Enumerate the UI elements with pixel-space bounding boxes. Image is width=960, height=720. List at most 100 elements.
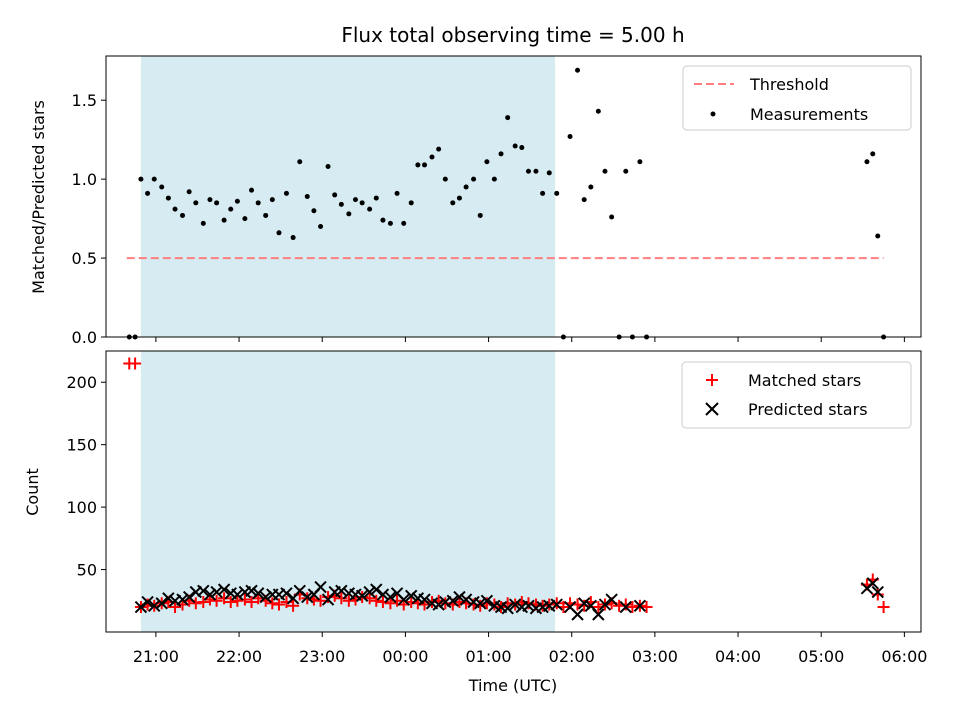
- matched-star-point: [169, 601, 182, 614]
- measurement-point: [408, 200, 414, 206]
- x-tick-label: 02:00: [549, 647, 595, 666]
- measurement-point: [242, 216, 248, 222]
- measurement-point: [456, 195, 462, 201]
- measurement-point: [367, 206, 373, 212]
- measurement-point: [491, 176, 497, 182]
- measurement-point: [415, 162, 421, 168]
- measurement-point: [172, 206, 178, 212]
- top-legend: Threshold Measurements: [682, 65, 912, 131]
- measurement-point: [283, 190, 289, 196]
- bottom-panel: 50 100 150 200 21:00 22:00 23:00 00:00 01:00 02:…: [23, 350, 927, 695]
- measurement-point: [623, 168, 629, 174]
- measurement-point: [864, 159, 870, 165]
- matched-star-point: [322, 591, 335, 604]
- predicted-star-point: [501, 602, 514, 615]
- measurement-point: [207, 197, 213, 203]
- measurement-point: [263, 212, 269, 218]
- measurement-point: [214, 200, 220, 206]
- predicted-star-point: [176, 593, 189, 606]
- measurement-point: [269, 197, 275, 203]
- matched-star-point: [129, 357, 142, 370]
- predicted-star-point: [370, 583, 383, 596]
- matched-star-point: [197, 596, 210, 609]
- top-y-tick-label: 0.0: [72, 328, 97, 347]
- predicted-star-point: [480, 594, 494, 607]
- matched-star-point: [626, 601, 639, 614]
- measurement-point: [442, 176, 448, 182]
- top-y-tick-label: 1.5: [72, 91, 97, 110]
- measurement-point: [463, 184, 469, 190]
- matched-star-point: [871, 588, 884, 601]
- predicted-star-point: [203, 588, 217, 601]
- bottom-y-tick-label: 200: [66, 373, 97, 392]
- measurement-point: [297, 159, 303, 165]
- measurement-point: [159, 184, 165, 190]
- bottom-x-axis-ticks: 21:00 22:00 23:00 00:00 01:00 02:00 03:00 04:00…: [133, 632, 927, 666]
- measurement-point: [505, 115, 511, 121]
- measurement-point: [338, 201, 344, 207]
- measurement-point: [450, 200, 456, 206]
- matched-star-point: [266, 597, 279, 610]
- legend-measurement-swatch: [710, 111, 716, 117]
- predicted-star-point: [432, 598, 445, 611]
- predicted-star-point: [376, 588, 390, 601]
- matched-star-point: [245, 596, 258, 609]
- predicted-star-point: [605, 593, 618, 606]
- predicted-star-point: [134, 600, 148, 614]
- top-panel: 0.0 0.5 1.0 1.5 Matched/Predicted stars Thr…: [29, 55, 922, 347]
- predicted-star-point: [384, 590, 397, 604]
- measurement-point: [870, 151, 876, 157]
- matched-star-point: [189, 597, 202, 610]
- measurement-point: [525, 168, 531, 174]
- predicted-star-point: [598, 598, 612, 611]
- predicted-star-point: [459, 593, 473, 606]
- top-y-tick-label: 1.0: [72, 170, 97, 189]
- measurement-point: [394, 190, 400, 196]
- matched-star-point: [619, 598, 632, 611]
- measurement-point: [588, 184, 594, 190]
- predicted-stars-points: [134, 577, 884, 621]
- chart-title: Flux total observing time = 5.00 h: [341, 23, 684, 47]
- measurement-point: [875, 233, 881, 239]
- predicted-star-point: [197, 584, 210, 597]
- matched-star-point: [342, 594, 355, 607]
- predicted-star-point: [141, 595, 154, 609]
- measurement-point: [436, 146, 442, 152]
- measurement-point: [234, 198, 240, 204]
- measurement-point: [637, 159, 643, 165]
- predicted-star-point: [453, 590, 466, 604]
- measurement-point: [145, 190, 151, 196]
- predicted-star-point: [217, 583, 231, 596]
- measurement-point: [609, 214, 615, 220]
- predicted-star-point: [148, 599, 161, 612]
- top-x-axis-ticks: [155, 337, 905, 342]
- predicted-star-point: [571, 608, 584, 621]
- measurement-point: [359, 200, 365, 206]
- predicted-star-point: [335, 584, 348, 597]
- predicted-star-point: [522, 599, 535, 612]
- measurement-point: [151, 176, 157, 182]
- measurement-point: [352, 197, 358, 203]
- measurement-point: [380, 217, 386, 223]
- measurement-point: [193, 200, 199, 206]
- x-tick-label: 00:00: [382, 647, 428, 666]
- matched-star-point: [272, 598, 285, 611]
- x-tick-label: 06:00: [881, 647, 927, 666]
- matched-star-point: [376, 596, 389, 609]
- legend-matched-swatch: [706, 374, 718, 386]
- x-tick-label: 01:00: [465, 647, 511, 666]
- x-tick-label: 03:00: [632, 647, 678, 666]
- measurement-point: [429, 154, 435, 160]
- measurement-point: [602, 168, 608, 174]
- measurement-point: [304, 194, 310, 199]
- predicted-star-point: [162, 592, 175, 605]
- bottom-legend-frame: [681, 361, 912, 429]
- bottom-y-tick-label: 100: [66, 498, 97, 517]
- x-tick-label: 23:00: [299, 647, 345, 666]
- top-legend-frame: [682, 65, 912, 131]
- matched-star-point: [335, 592, 348, 605]
- measurement-point: [595, 108, 601, 114]
- predicted-star-point: [301, 590, 314, 604]
- predicted-star-point: [259, 590, 272, 604]
